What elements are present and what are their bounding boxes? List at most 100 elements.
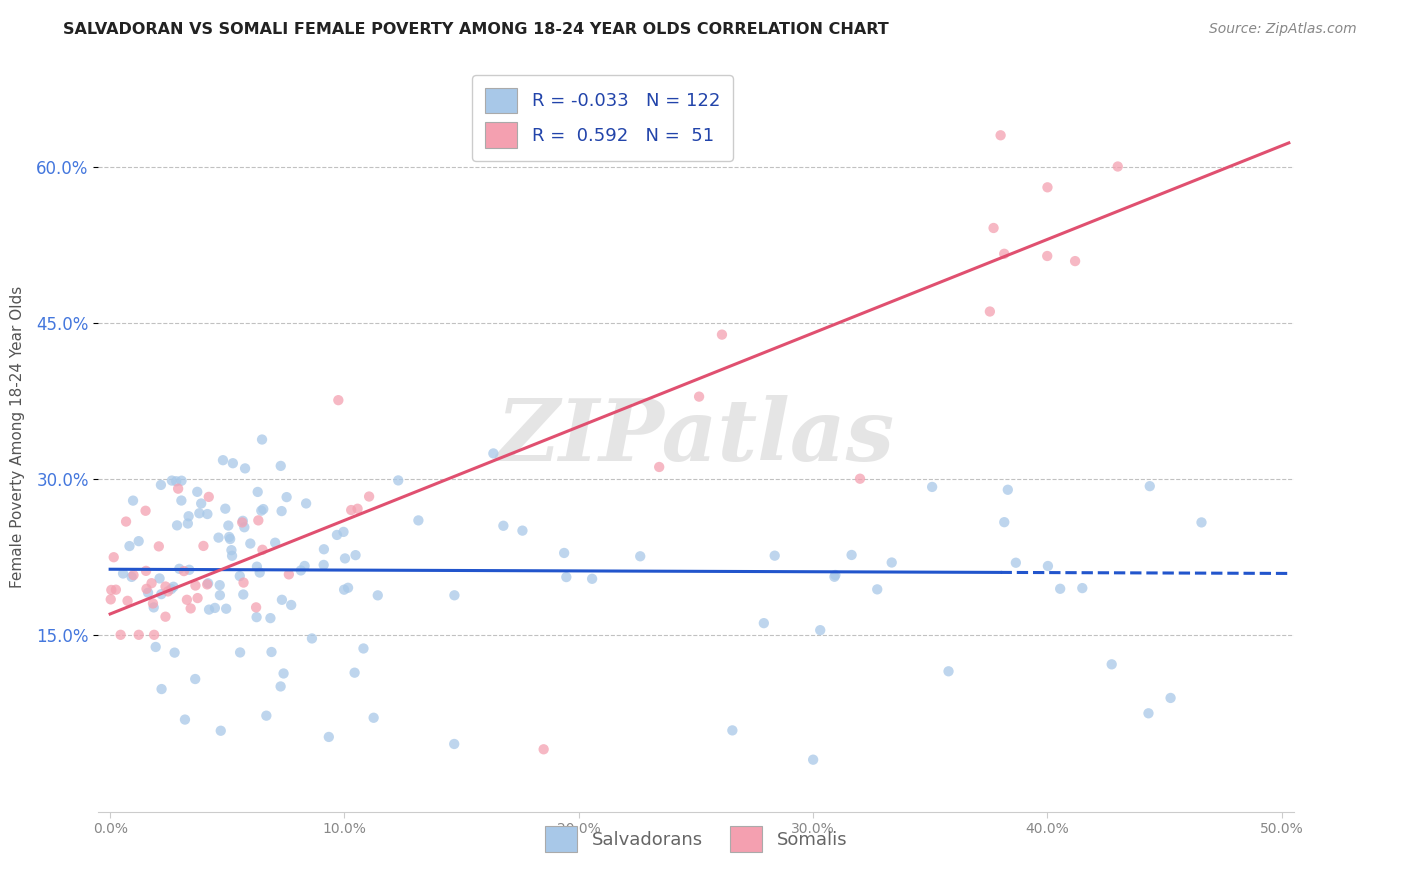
Point xyxy=(250,504,273,518)
Point xyxy=(363,711,385,725)
Point xyxy=(121,570,143,584)
Point xyxy=(273,666,295,681)
Point xyxy=(170,474,193,488)
Point xyxy=(443,737,465,751)
Point xyxy=(184,672,207,686)
Point xyxy=(533,742,555,756)
Point xyxy=(187,591,209,605)
Point xyxy=(1005,556,1028,570)
Point xyxy=(135,504,157,518)
Point xyxy=(184,578,207,592)
Point xyxy=(1036,559,1059,574)
Point xyxy=(176,592,198,607)
Point xyxy=(271,592,294,607)
Point xyxy=(326,528,349,542)
Point xyxy=(100,582,122,597)
Point xyxy=(232,514,254,528)
Point xyxy=(1036,180,1059,194)
Point xyxy=(312,542,335,557)
Point xyxy=(340,503,363,517)
Point xyxy=(688,390,710,404)
Point xyxy=(233,461,256,475)
Point xyxy=(136,585,159,599)
Text: Source: ZipAtlas.com: Source: ZipAtlas.com xyxy=(1209,22,1357,37)
Point xyxy=(128,628,150,642)
Point xyxy=(343,665,366,680)
Point xyxy=(245,600,267,615)
Point xyxy=(408,513,430,527)
Point xyxy=(721,723,744,738)
Point xyxy=(239,536,262,550)
Point xyxy=(246,484,269,499)
Point xyxy=(173,564,195,578)
Point xyxy=(212,453,235,467)
Point xyxy=(346,501,368,516)
Text: ZIPatlas: ZIPatlas xyxy=(496,395,896,479)
Point xyxy=(1160,690,1182,705)
Point xyxy=(209,723,232,738)
Point xyxy=(117,594,139,608)
Point xyxy=(648,460,671,475)
Point xyxy=(166,518,188,533)
Point xyxy=(118,539,141,553)
Point xyxy=(1071,581,1094,595)
Point xyxy=(312,558,335,572)
Point xyxy=(160,474,183,488)
Point xyxy=(148,571,170,585)
Point xyxy=(221,549,243,563)
Point xyxy=(277,567,299,582)
Point xyxy=(208,588,231,602)
Point xyxy=(921,480,943,494)
Point xyxy=(198,602,221,616)
Point xyxy=(155,580,177,594)
Point xyxy=(122,493,145,508)
Point xyxy=(221,543,243,558)
Point xyxy=(328,393,350,408)
Point xyxy=(997,483,1019,497)
Point xyxy=(353,641,375,656)
Point xyxy=(155,609,177,624)
Point xyxy=(197,576,219,591)
Point xyxy=(150,587,173,601)
Point xyxy=(169,562,191,576)
Point xyxy=(229,645,252,659)
Point xyxy=(752,616,775,631)
Point xyxy=(993,515,1015,529)
Point xyxy=(344,548,367,562)
Point xyxy=(195,577,218,591)
Point xyxy=(1101,657,1123,672)
Point xyxy=(808,623,831,637)
Point xyxy=(1139,479,1161,493)
Point xyxy=(197,490,219,504)
Point xyxy=(141,576,163,591)
Point xyxy=(245,610,267,624)
Point xyxy=(195,507,218,521)
Point xyxy=(264,535,287,549)
Point xyxy=(247,513,270,527)
Point xyxy=(162,580,184,594)
Point xyxy=(290,563,312,577)
Point xyxy=(148,540,170,554)
Point xyxy=(260,645,283,659)
Point xyxy=(270,680,292,694)
Point xyxy=(337,581,360,595)
Point xyxy=(222,456,245,470)
Point xyxy=(259,611,281,625)
Point xyxy=(555,570,578,584)
Point xyxy=(232,588,254,602)
Point xyxy=(880,556,903,570)
Point xyxy=(204,601,226,615)
Point xyxy=(188,506,211,520)
Point xyxy=(990,128,1012,143)
Point xyxy=(492,518,515,533)
Point xyxy=(145,640,167,654)
Point xyxy=(156,584,179,599)
Point xyxy=(165,475,187,489)
Point xyxy=(1107,160,1129,174)
Point xyxy=(214,501,236,516)
Point xyxy=(866,582,889,597)
Point xyxy=(160,582,183,596)
Point xyxy=(128,534,150,549)
Legend: Salvadorans, Somalis: Salvadorans, Somalis xyxy=(537,819,855,859)
Point xyxy=(104,582,127,597)
